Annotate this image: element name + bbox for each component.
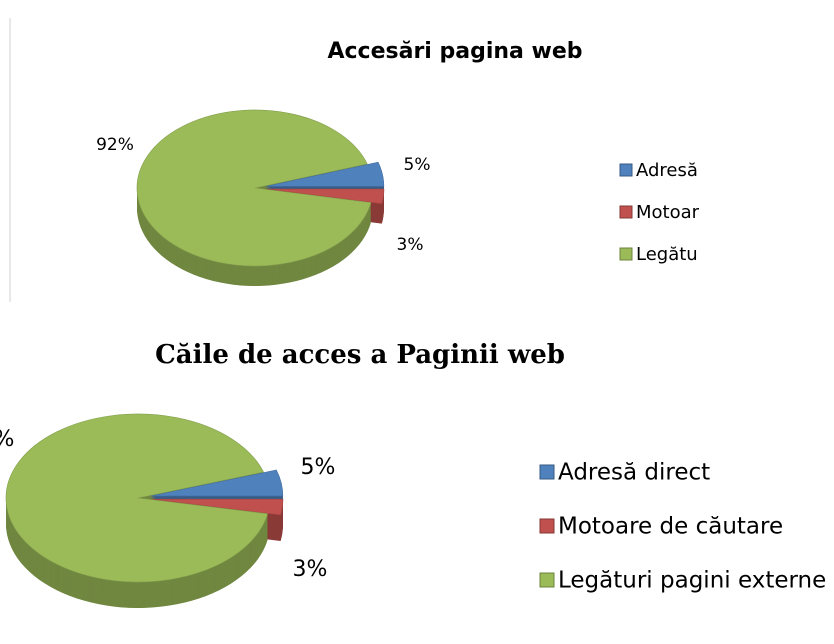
- legend-label: Legătu: [636, 244, 698, 265]
- slice: [150, 498, 284, 516]
- legend-swatch: [539, 572, 555, 588]
- data-label: 3%: [293, 557, 328, 582]
- data-label: 5%: [301, 455, 336, 480]
- chart-title: Accesări pagina web: [327, 39, 582, 64]
- legend-swatch: [619, 247, 633, 261]
- slice: [5, 413, 269, 583]
- data-label: 92%: [0, 427, 14, 452]
- data-label: 3%: [397, 235, 424, 255]
- legend-swatch: [539, 518, 555, 534]
- legend-swatch: [619, 205, 633, 219]
- slice: [265, 188, 385, 204]
- data-label: 5%: [404, 155, 431, 175]
- data-label: 92%: [96, 135, 134, 155]
- legend-label: Motoare de căutare: [558, 514, 783, 540]
- legend-swatch: [539, 464, 555, 480]
- legend-label: Legături pagini externe: [558, 568, 826, 594]
- legend-label: Adresă direct: [558, 460, 710, 486]
- chart-title: Căile de acces a Paginii web: [155, 340, 565, 370]
- slice: [136, 109, 372, 267]
- legend-swatch: [619, 163, 633, 177]
- legend-label: Adresă: [636, 160, 698, 181]
- slice: [150, 469, 284, 497]
- legend-label: Motoar: [636, 202, 700, 223]
- slice: [265, 161, 385, 187]
